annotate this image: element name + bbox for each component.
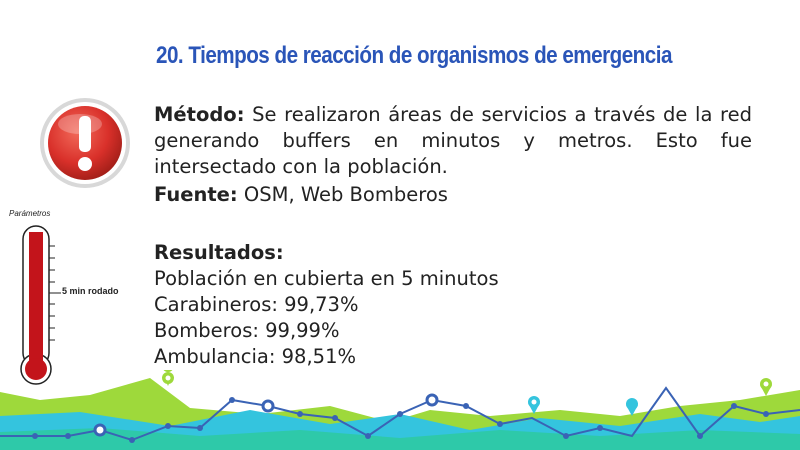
results-line: Carabineros: 99,73% [154, 293, 359, 316]
results-line: Ambulancia: 98,51% [154, 345, 357, 368]
results-line: Bomberos: 99,99% [154, 319, 340, 342]
decorative-footer [0, 370, 800, 450]
location-pin-icon [162, 370, 174, 386]
page-title: 20. Tiempos de reacción de organismos de… [156, 42, 672, 70]
results-line: Población en cubierta en 5 minutos [154, 267, 499, 290]
results-label: Resultados: [154, 241, 284, 264]
title-number: 20. [156, 42, 184, 69]
exclamation-alert-icon [40, 98, 130, 188]
thermometer-label: Parámetros [9, 209, 51, 218]
method-text: Se realizaron áreas de servicios a travé… [154, 103, 752, 178]
title-text: Tiempos de reacción de organismos de eme… [188, 42, 672, 69]
results-section: Resultados: Población en cubierta en 5 m… [154, 240, 752, 370]
source-label: Fuente: [154, 183, 238, 206]
method-label: Método: [154, 103, 245, 126]
source-text: OSM, Web Bomberos [243, 183, 448, 206]
source-line: Fuente: OSM, Web Bomberos [154, 182, 752, 208]
method-paragraph: Método: Se realizaron áreas de servicios… [154, 102, 752, 180]
thermometer-marker: 5 min rodado [62, 286, 119, 296]
thermometer-icon [20, 225, 61, 385]
